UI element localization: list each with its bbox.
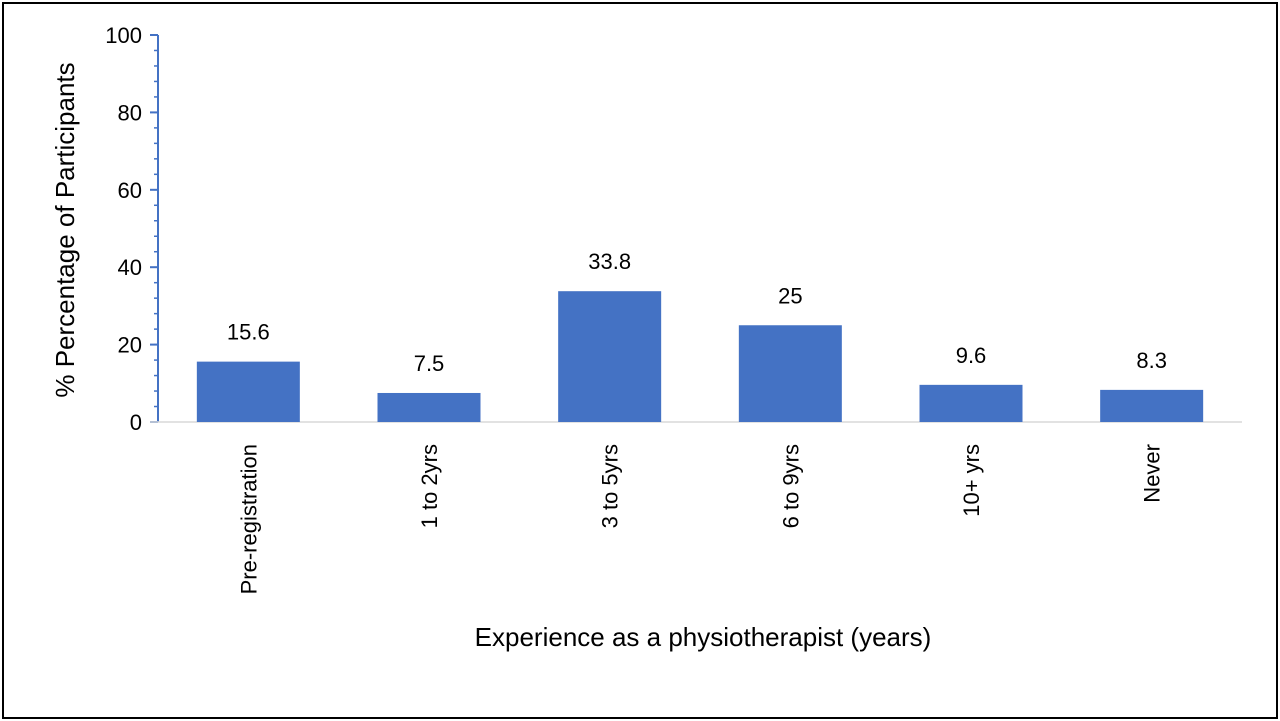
x-tick-label: 3 to 5yrs bbox=[598, 444, 623, 528]
bar-value-label: 8.3 bbox=[1136, 348, 1167, 373]
y-axis-title: % Percentage of Participants bbox=[50, 62, 80, 397]
y-tick-label: 20 bbox=[118, 333, 142, 358]
data-labels: 15.6 7.5 33.8 25 9.6 8.3 bbox=[227, 249, 1167, 376]
bars bbox=[196, 291, 1204, 422]
y-tick-label: 100 bbox=[105, 23, 142, 48]
bar bbox=[377, 392, 481, 422]
bar bbox=[558, 291, 662, 422]
x-tick-label: 1 to 2yrs bbox=[417, 444, 442, 528]
x-tick-label: Never bbox=[1140, 444, 1165, 503]
bar bbox=[1100, 389, 1204, 422]
y-tick-label: 60 bbox=[118, 178, 142, 203]
x-axis-title: Experience as a physiotherapist (years) bbox=[475, 622, 932, 652]
y-axis: 0 20 40 60 80 100 bbox=[105, 23, 159, 435]
y-tick-label: 0 bbox=[130, 410, 142, 435]
x-tick-label: 10+ yrs bbox=[959, 444, 984, 517]
y-tick-label: 40 bbox=[118, 255, 142, 280]
bar-value-label: 9.6 bbox=[956, 343, 987, 368]
x-tick-label: 6 to 9yrs bbox=[778, 444, 803, 528]
bar bbox=[738, 325, 842, 422]
bar-value-label: 15.6 bbox=[227, 320, 270, 345]
y-tick-label: 80 bbox=[118, 100, 142, 125]
bar-value-label: 7.5 bbox=[414, 351, 445, 376]
bar bbox=[919, 384, 1023, 422]
bar-value-label: 25 bbox=[778, 283, 802, 308]
x-tick-label: Pre-registration bbox=[236, 444, 261, 594]
x-tick-labels: Pre-registration 1 to 2yrs 3 to 5yrs 6 to 9… bbox=[236, 444, 1164, 594]
bar bbox=[196, 361, 300, 422]
bar-value-label: 33.8 bbox=[588, 249, 631, 274]
